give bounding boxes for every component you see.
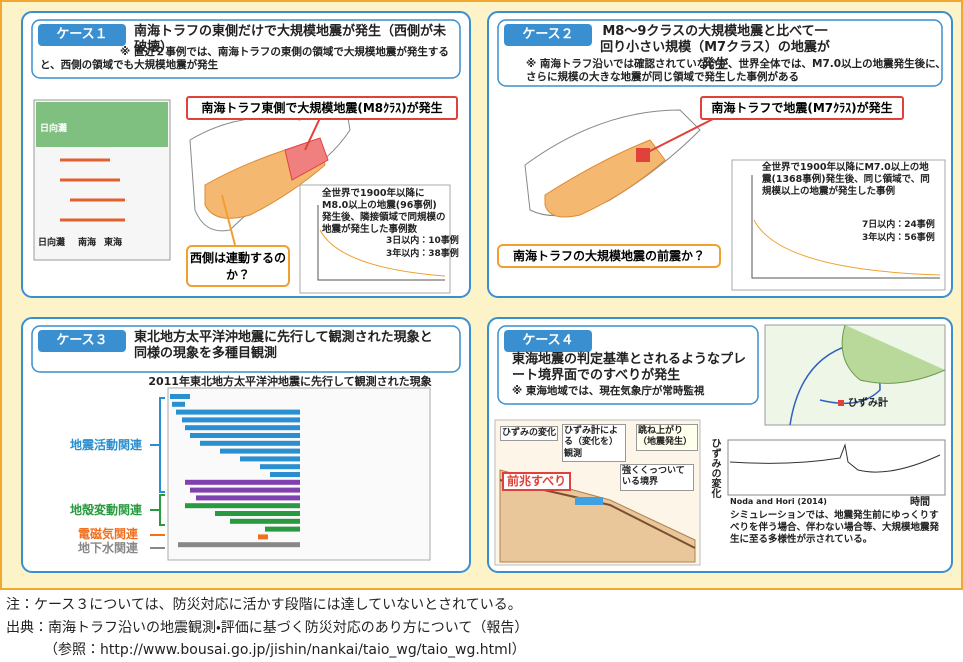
timeline-bar <box>200 440 300 446</box>
diagram-label: ひずみ計による（変化を）観測 <box>562 424 626 462</box>
group-label: 地下水関連 <box>78 541 139 555</box>
callout: 西側は連動するのか？ <box>186 245 290 287</box>
timeline-bar <box>270 472 300 477</box>
timeline-bar <box>176 409 300 415</box>
case-heading: 東北地方太平洋沖地震に先行して観測された現象と同様の現象を多種目観測 <box>134 330 433 362</box>
chart-axes <box>317 205 445 281</box>
timeline-bar <box>182 417 300 423</box>
case-tab: ケース１ <box>38 24 126 46</box>
case-tab: ケース２ <box>504 24 592 46</box>
inset-table-bars <box>60 158 125 222</box>
legend-marker <box>838 400 844 406</box>
chart-frame <box>731 159 946 291</box>
map-label: 南海 <box>78 238 97 248</box>
case-heading: M8～9クラスの大規模地震と比べて一回り小さい規模（M7クラス）の地震が発生 <box>600 24 830 72</box>
timeline-bar <box>215 511 300 516</box>
decay-curve <box>319 229 446 277</box>
legend-label: ひずみ計 <box>848 398 888 409</box>
diagram-label: ひずみの変化 <box>500 426 559 442</box>
decay-curve <box>753 219 941 276</box>
inset-map <box>36 102 168 147</box>
timeline-bar <box>170 394 190 399</box>
diagram-label: 強くくっついている境界 <box>620 464 694 491</box>
heading-box <box>31 19 461 79</box>
timeline-bar <box>185 425 300 431</box>
chart-frame <box>299 184 451 294</box>
callout: 南海トラフで地震(M7ｸﾗｽ)が発生 <box>700 96 904 120</box>
group-label: 地殻変動関連 <box>70 503 143 517</box>
callout: 南海トラフの大規模地震の前震か？ <box>497 244 721 268</box>
heading-box <box>31 325 461 373</box>
graph-source: Noda and Hori (2014) <box>730 497 827 506</box>
case-heading: 南海トラフの東側だけで大規模地震が発生（西側が未破壊） <box>134 24 447 56</box>
group-label: 電磁気関連 <box>78 527 139 541</box>
timeline-bar <box>258 534 268 540</box>
timeline-bar <box>260 464 300 470</box>
stat: 3日以内：10事例 <box>386 236 459 246</box>
graph-xlabel: 時間 <box>910 497 930 508</box>
group-bracket <box>150 494 165 526</box>
timeline-bar <box>172 401 185 407</box>
diagram-label: 跳ね上がり（地震発生） <box>636 424 698 451</box>
map-label: 日向灘 <box>40 124 68 134</box>
graph-ylabel: ひずみの変化 <box>709 438 720 498</box>
callout: 南海トラフ東側で大規模地震(M8ｸﾗｽ)が発生 <box>186 96 458 120</box>
footnote: （参照：http://www.bousai.go.jp/jishin/nanka… <box>44 642 526 658</box>
strain-curve <box>729 443 941 473</box>
chart-text: 全世界で1900年以降にM8.0以上の地震(96事例)発生後、隣接領域で同規模の… <box>322 188 446 235</box>
timeline-bar <box>220 448 300 454</box>
case-note: ※ 東海地域では、現在気象庁が常時監視 <box>512 385 705 397</box>
timeline-bar <box>196 495 300 501</box>
group-label: 地震活動関連 <box>70 438 143 452</box>
footnote: 出典：南海トラフ沿いの地震観測・評価に基づく防災対応のあり方について（報告） <box>6 620 529 636</box>
case-note: ※ 南海トラフ沿いでは確認されていないが、世界全体では、M7.0以上の地震発生後… <box>526 58 946 84</box>
timeline-bar <box>265 526 300 532</box>
m7-zone <box>636 148 650 162</box>
timeline-bars <box>170 394 300 548</box>
group-bracket <box>150 397 165 493</box>
chart-axes <box>751 175 940 279</box>
stat: 3年以内：56事例 <box>862 233 935 243</box>
rupture-zone <box>544 139 666 218</box>
slip-patch <box>575 497 603 505</box>
graph-frame <box>727 439 946 496</box>
timeline-title: 2011年東北地方太平洋沖地震に先行して観測された現象 <box>148 375 432 388</box>
land <box>841 324 946 384</box>
callout-leader <box>221 194 236 246</box>
case-tab: ケース４ <box>504 330 592 352</box>
timeline-bar <box>178 542 300 548</box>
footnote: 注：ケース３については、防災対応に活かす段階には達していないとされている。 <box>6 597 522 613</box>
timeline-bar <box>240 456 300 462</box>
map-label: 東海 <box>104 238 123 248</box>
map-label: 日向灘 <box>38 238 66 248</box>
callout-leader <box>647 117 716 153</box>
timeline-bar <box>190 487 300 493</box>
callout-leader <box>304 117 321 151</box>
case-heading: 東海地震の判定基準とされるようなプレート境界面でのすべりが発生 <box>512 352 747 384</box>
stat: 7日以内：24事例 <box>862 220 935 230</box>
diagram-label: 前兆すべり <box>502 472 572 491</box>
heading-box <box>497 19 943 87</box>
case-note: ※ 直近２事例では、南海トラフの東側の領域で大規模地震が発生すると、西側の領域で… <box>40 46 449 72</box>
timeline-bar <box>190 433 300 438</box>
caption: シミュレーションでは、地震発生前にゆっくりすべりを伴う場合、伴わない場合等、大規… <box>730 510 940 545</box>
timeline-bar <box>230 518 300 524</box>
case-tab: ケース３ <box>38 330 126 352</box>
timeline-bar <box>185 479 300 485</box>
plate <box>499 469 696 563</box>
stat: 3年以内：38事例 <box>386 249 459 259</box>
timeline-bar <box>185 503 300 509</box>
chart-text: 全世界で1900年以降にM7.0以上の地震(1368事例)発生後、同じ領域で、同… <box>762 162 930 197</box>
